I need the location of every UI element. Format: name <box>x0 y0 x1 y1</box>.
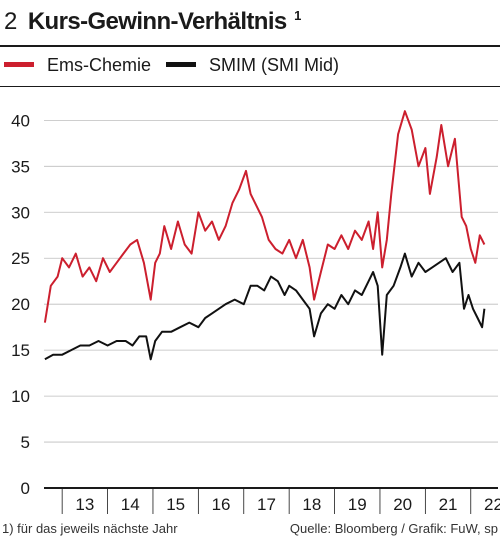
plot-area <box>44 102 498 488</box>
footnote: 1) für das jeweils nächste Jahr <box>2 521 178 536</box>
x-tick-label: 14 <box>121 495 140 514</box>
x-tick-label: 16 <box>212 495 231 514</box>
legend-label-smim: SMIM (SMI Mid) <box>209 55 340 75</box>
legend-swatch-smim <box>166 61 196 67</box>
y-tick-label: 30 <box>11 203 30 222</box>
series-line-smim <box>44 252 486 361</box>
x-axis: 13 14 15 16 17 18 19 20 21 22 <box>44 487 500 514</box>
chart-title: Kurs-Gewinn-Verhältnis <box>27 8 287 35</box>
x-tick-label: 19 <box>348 495 367 514</box>
figure-header: 2 Kurs-Gewinn-Verhältnis 1 <box>4 8 301 40</box>
y-tick-label: 40 <box>11 111 30 130</box>
x-tick-label: 18 <box>302 495 321 514</box>
header-rule <box>0 45 500 47</box>
source-credit: Quelle: Bloomberg / Grafik: FuW, sp <box>289 521 498 536</box>
y-tick-label: 0 <box>21 479 30 498</box>
series-line-ems-chemie <box>43 110 486 323</box>
legend-rule <box>0 86 500 87</box>
series-lines <box>43 110 486 361</box>
legend-item-smim: SMIM (SMI Mid) <box>166 55 339 79</box>
legend-swatch-ems-chemie <box>4 61 34 67</box>
y-tick-label: 10 <box>11 387 30 406</box>
x-tick-label: 21 <box>439 495 458 514</box>
x-tick-label: 15 <box>166 495 185 514</box>
x-tick-label: 17 <box>257 495 276 514</box>
y-tick-label: 35 <box>11 157 30 176</box>
title-footnote-marker: 1 <box>294 8 302 23</box>
legend-label-ems-chemie: Ems-Chemie <box>47 55 152 75</box>
pe-ratio-line-chart: 0 5 10 15 20 25 30 35 40 13 14 15 16 17 18 19 20 21 22 <box>11 102 500 514</box>
y-tick-label: 5 <box>21 433 30 452</box>
y-tick-label: 20 <box>11 295 30 314</box>
x-tick-label: 20 <box>393 495 412 514</box>
y-axis-ticks: 0 5 10 15 20 25 30 35 40 <box>11 111 30 498</box>
x-tick-label: 22 <box>484 495 500 514</box>
y-tick-label: 25 <box>11 249 30 268</box>
x-tick-label: 13 <box>75 495 94 514</box>
figure-number: 2 <box>4 8 18 35</box>
y-tick-label: 15 <box>11 341 30 360</box>
legend-item-ems-chemie: Ems-Chemie <box>4 55 151 79</box>
